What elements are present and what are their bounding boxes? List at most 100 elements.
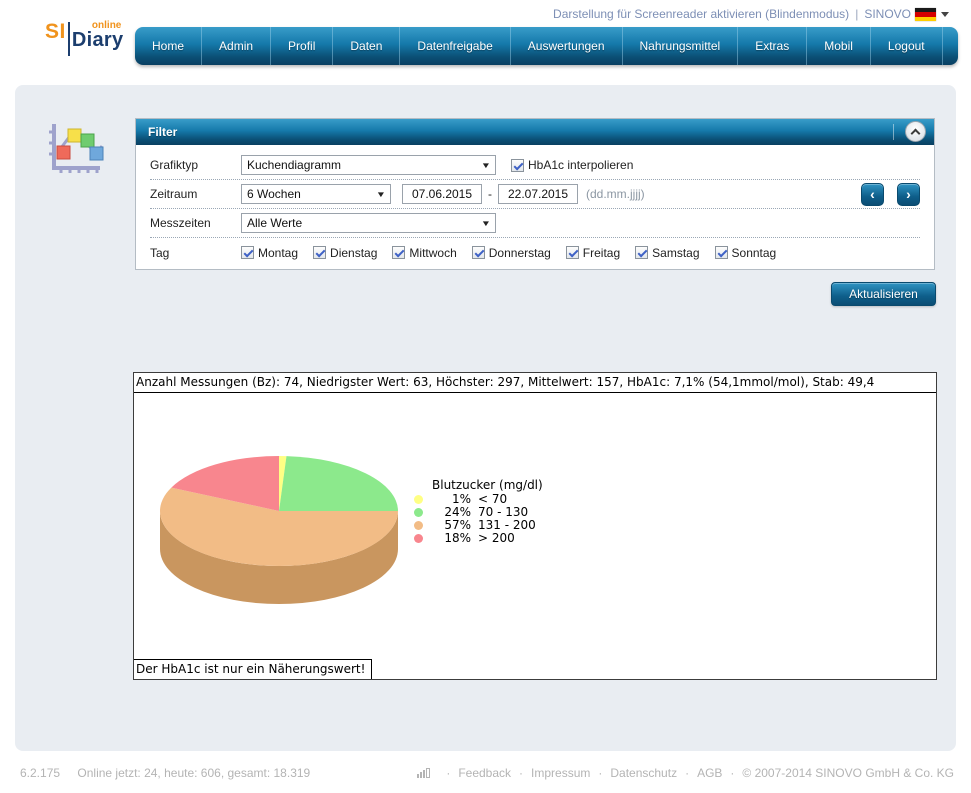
legend-percent: 1% [451, 492, 471, 506]
next-period-button[interactable]: › [897, 182, 920, 206]
footer-status: 6.2.175 Online jetzt: 24, heute: 606, ge… [20, 766, 310, 780]
checkbox-icon [565, 246, 579, 259]
zeitraum-row: Zeitraum 6 Wochen ▼ - (dd.mm.jjjj) ‹ › [150, 180, 920, 209]
chart-stats-line: Anzahl Messungen (Bz): 74, Niedrigster W… [134, 373, 936, 393]
caret-down-icon [941, 12, 949, 17]
legend-range: > 200 [478, 531, 515, 545]
legend-dot-red [414, 534, 423, 543]
language-selector[interactable] [915, 8, 949, 21]
date-format-hint: (dd.mm.jjjj) [586, 187, 645, 201]
nav-tab-datenfreigabe[interactable]: Datenfreigabe [400, 27, 511, 65]
day-label: Montag [258, 245, 299, 260]
footer-separator: · [730, 766, 735, 780]
messzeiten-value: Alle Werte [247, 216, 303, 230]
day-checkbox-dienstag[interactable]: Dienstag [313, 246, 377, 260]
sidiary-logo[interactable]: SI online Diary [45, 20, 123, 56]
chart-area: Anzahl Messungen (Bz): 74, Niedrigster W… [133, 372, 937, 680]
hba1c-checkbox[interactable]: HbA1c interpolieren [511, 158, 633, 172]
logo-online-text: online [91, 20, 122, 31]
footer-links: · Feedback · Impressum · Datenschutz · A… [417, 766, 954, 780]
prev-period-button[interactable]: ‹ [861, 182, 884, 206]
legend-percent: 57% [444, 518, 471, 532]
online-stats: Online jetzt: 24, heute: 606, gesamt: 18… [77, 766, 311, 780]
impressum-link[interactable]: Impressum [531, 766, 591, 780]
chart-legend: Blutzucker (mg/dl) 1% < 70 24% 70 - 130 … [413, 479, 543, 545]
day-label: Mittwoch [409, 245, 457, 260]
zeitraum-select[interactable]: 6 Wochen ▼ [241, 184, 391, 204]
legend-entry: 1% < 70 [413, 493, 543, 506]
checkbox-icon [714, 246, 728, 259]
legend-dot-green [414, 508, 423, 517]
day-checkbox-samstag[interactable]: Samstag [635, 246, 700, 260]
legend-percent: 18% [444, 531, 471, 545]
nav-tab-profil[interactable]: Profil [271, 27, 334, 65]
nav-tab-admin[interactable]: Admin [202, 27, 272, 65]
day-label: Donnerstag [488, 245, 551, 260]
checkbox-icon [511, 158, 524, 172]
filter-header: Filter [136, 119, 934, 145]
date-range-dash: - [488, 187, 492, 201]
day-label: Dienstag [330, 245, 378, 260]
day-checkbox-montag[interactable]: Montag [241, 246, 298, 260]
date-from-input[interactable] [402, 184, 482, 204]
zeitraum-label: Zeitraum [150, 187, 198, 201]
chevron-up-icon [910, 128, 921, 138]
day-checkbox-donnerstag[interactable]: Donnerstag [471, 245, 551, 260]
pie-chart [160, 456, 398, 604]
main-nav: Home Admin Profil Daten Datenfreigabe Au… [135, 27, 958, 65]
version-number: 6.2.175 [20, 766, 61, 780]
german-flag-icon [915, 8, 936, 21]
top-links-separator: | [855, 7, 859, 21]
logo-diary-text: Diary [71, 29, 124, 51]
filter-panel: Filter Grafiktyp Kuchendiagramm ▼ HbA1c … [135, 118, 935, 270]
nav-tab-auswertungen[interactable]: Auswertungen [511, 27, 623, 65]
agb-link[interactable]: AGB [697, 766, 723, 780]
dropdown-arrow-icon: ▼ [480, 218, 492, 228]
stats-bars-icon[interactable] [417, 768, 431, 778]
checkbox-icon [471, 246, 485, 259]
footer-separator: · [519, 766, 524, 780]
nav-tab-extras[interactable]: Extras [738, 27, 808, 65]
tag-label: Tag [150, 245, 170, 260]
dropdown-arrow-icon: ▼ [480, 160, 492, 170]
checkbox-icon [241, 246, 254, 259]
grafiktyp-row: Grafiktyp Kuchendiagramm ▼ HbA1c interpo… [150, 151, 920, 180]
refresh-button[interactable]: Aktualisieren [831, 282, 936, 306]
day-checkbox-sonntag[interactable]: Sonntag [714, 245, 777, 260]
line-chart-icon [49, 124, 104, 173]
checkbox-icon [392, 246, 406, 259]
day-label: Freitag [582, 245, 621, 260]
datenschutz-link[interactable]: Datenschutz [610, 766, 678, 780]
day-label: Sonntag [731, 245, 777, 260]
header-divider [893, 124, 894, 140]
day-checkbox-mittwoch[interactable]: Mittwoch [392, 245, 457, 260]
messzeiten-select[interactable]: Alle Werte ▼ [241, 213, 496, 233]
nav-tab-home[interactable]: Home [135, 27, 203, 65]
footer-separator: · [685, 766, 690, 780]
grafiktyp-label: Grafiktyp [150, 158, 199, 172]
collapse-button[interactable] [905, 121, 926, 142]
legend-range: 70 - 130 [478, 505, 529, 519]
nav-tab-daten[interactable]: Daten [333, 27, 401, 65]
feedback-link[interactable]: Feedback [458, 766, 512, 780]
checkbox-icon [635, 246, 649, 259]
date-to-input[interactable] [498, 184, 578, 204]
screenreader-mode-link[interactable]: Darstellung für Screenreader aktivieren … [553, 7, 850, 21]
legend-title: Blutzucker (mg/dl) [432, 478, 543, 492]
logo-divider [67, 22, 70, 56]
hba1c-label: HbA1c interpolieren [528, 158, 634, 172]
sinovo-link[interactable]: SINOVO [864, 7, 911, 21]
nav-tab-logout[interactable]: Logout [871, 27, 943, 65]
tag-row: Tag Montag Dienstag Mittwoch Donnerstag … [150, 238, 920, 267]
legend-percent: 24% [444, 505, 471, 519]
messzeiten-row: Messzeiten Alle Werte ▼ [150, 209, 920, 238]
grafiktyp-select[interactable]: Kuchendiagramm ▼ [241, 155, 496, 175]
legend-entry: 57% 131 - 200 [413, 519, 543, 532]
zeitraum-value: 6 Wochen [247, 187, 301, 201]
messzeiten-label: Messzeiten [150, 216, 211, 230]
day-checkbox-freitag[interactable]: Freitag [565, 245, 621, 260]
nav-tab-mobil[interactable]: Mobil [807, 27, 871, 65]
nav-tab-nahrungsmittel[interactable]: Nahrungsmittel [623, 27, 739, 65]
checkbox-icon [313, 246, 327, 259]
